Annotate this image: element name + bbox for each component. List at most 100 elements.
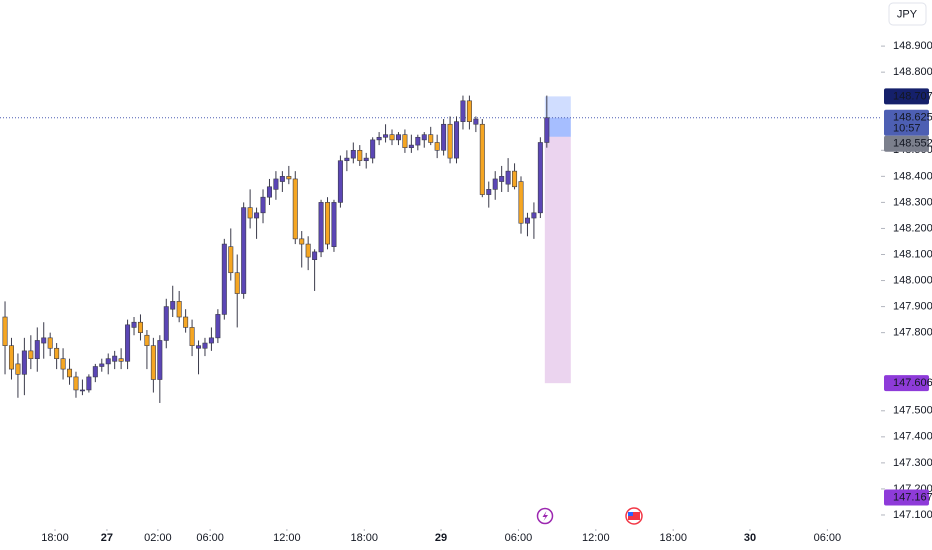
candle-body (512, 170, 518, 188)
candle-body (125, 324, 131, 362)
candle-body (389, 134, 395, 141)
x-tick-label: 30 (744, 532, 756, 544)
candle-body (531, 212, 537, 219)
event-icon[interactable] (536, 507, 554, 525)
flag-canton (628, 512, 633, 516)
candle-body (434, 142, 440, 151)
candle-body (460, 100, 466, 122)
flag-icon[interactable] (625, 507, 643, 525)
y-tick-label: 147.500 (893, 405, 932, 417)
candle-body (137, 321, 143, 333)
candle-body (286, 176, 292, 180)
price-tag-label: 148.707 (893, 90, 932, 102)
candle-body (34, 340, 40, 359)
candle-body (383, 134, 389, 138)
candle-body (408, 144, 414, 148)
price-tag-label: 147.167 (893, 491, 932, 503)
lightning-icon (542, 511, 548, 521)
candle-body (466, 100, 472, 122)
y-tick-label: 147.100 (893, 509, 932, 521)
candle-body (325, 202, 331, 245)
price-tag (884, 135, 929, 152)
candle-body (92, 366, 98, 378)
y-tick-label: 147.900 (893, 300, 932, 312)
candle-body (47, 337, 53, 349)
candle-body (273, 178, 279, 190)
candle-body (67, 368, 73, 378)
candle-body (247, 207, 253, 219)
candle-body (41, 337, 47, 344)
candle-body (479, 123, 485, 195)
candle-body (402, 134, 408, 148)
candle-body (189, 327, 195, 346)
candle-body (176, 301, 182, 318)
candle-body (395, 134, 401, 141)
candle-body (118, 358, 124, 362)
candle-body (537, 142, 543, 214)
y-tick-label: 148.400 (893, 170, 932, 182)
candle-body (454, 121, 460, 159)
price-tag (884, 109, 929, 136)
candle-body (518, 181, 524, 224)
x-tick-label: 06:00 (505, 532, 533, 544)
currency-box[interactable] (888, 2, 927, 26)
x-tick-label: 12:00 (582, 532, 610, 544)
y-tick-label: 148.000 (893, 274, 932, 286)
candle-body (350, 149, 356, 159)
candle-body (357, 149, 363, 162)
y-tick-label: 147.800 (893, 327, 932, 339)
candle-body (105, 358, 111, 365)
stop-zone (544, 136, 571, 384)
candle-body (363, 157, 369, 162)
x-tick-label: 02:00 (144, 532, 172, 544)
candle-body (299, 238, 305, 245)
candle-body (183, 316, 189, 328)
candle-body (486, 189, 492, 195)
y-tick-label: 148.800 (893, 66, 932, 78)
flag-body (628, 512, 640, 520)
candle-body (202, 342, 208, 349)
currency-label: JPY (897, 8, 918, 20)
candle-body (428, 134, 434, 143)
x-tick-label: 27 (101, 532, 113, 544)
candle-body (260, 196, 266, 214)
candle-body (2, 316, 8, 346)
candle-body (421, 134, 427, 141)
candle-body (441, 123, 447, 151)
y-tick-label: 148.300 (893, 196, 932, 208)
candle-body (492, 178, 498, 190)
candle-body (112, 355, 118, 362)
candle-body (28, 350, 34, 359)
x-tick-label: 06:00 (814, 532, 842, 544)
candle-body (215, 314, 221, 339)
price-tag-label: 148.552 (893, 138, 932, 150)
y-tick-label: 147.400 (893, 431, 932, 443)
candle-body (318, 202, 324, 253)
price-tag (884, 489, 929, 506)
x-tick-label: 18:00 (351, 532, 379, 544)
candle-body (279, 176, 285, 182)
candle-body (150, 345, 156, 380)
candle-body (241, 207, 247, 294)
candle-body (86, 376, 92, 391)
candle-body (131, 321, 137, 328)
candle-body (473, 118, 479, 125)
candle-body (544, 117, 550, 143)
candle-body (73, 376, 79, 391)
candle-body (228, 246, 234, 274)
candle-body (292, 178, 298, 240)
candle-body (99, 363, 105, 367)
candle-body (254, 212, 260, 219)
countdown-label: 10:57 (893, 123, 921, 135)
candle-body (331, 202, 337, 247)
candle-body (376, 136, 382, 141)
price-tag-label: 148.625 (893, 112, 932, 124)
candle-body (79, 389, 85, 392)
candle-body (157, 340, 163, 380)
candle-body (170, 301, 176, 310)
y-tick-label: 147.300 (893, 457, 932, 469)
candle-body (208, 337, 214, 344)
progress-zone (544, 117, 571, 137)
candle-body (524, 217, 530, 224)
